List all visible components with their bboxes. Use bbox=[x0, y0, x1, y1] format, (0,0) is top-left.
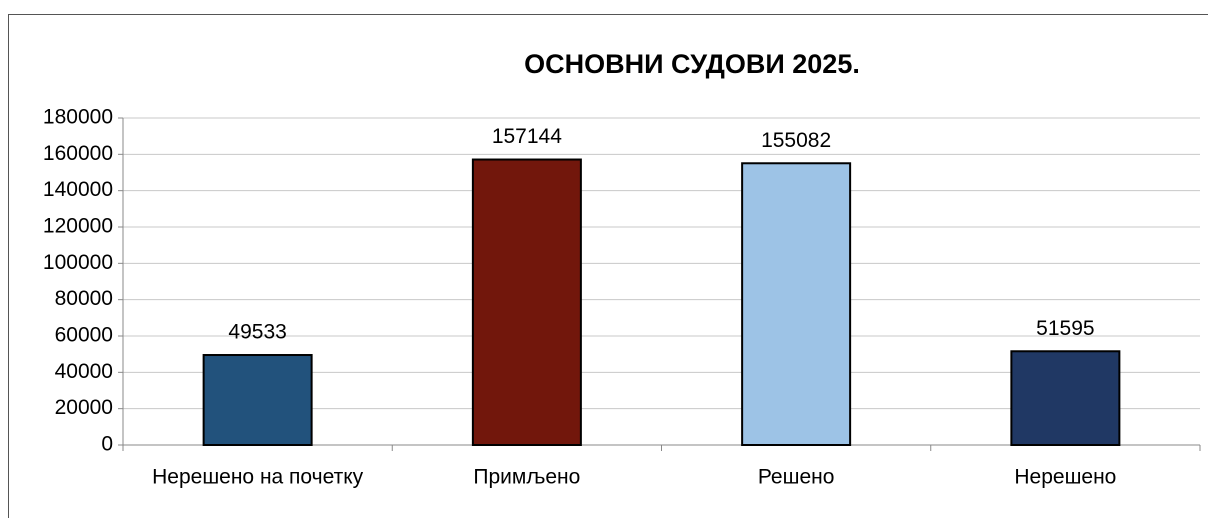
x-tick-label: Нерешено на почетку bbox=[152, 466, 364, 489]
x-tick-label: Примљено bbox=[473, 466, 580, 489]
y-tick-label: 140000 bbox=[43, 178, 113, 201]
bar bbox=[741, 162, 852, 446]
chart-title: ОСНОВНИ СУДОВИ 2025. bbox=[524, 49, 860, 79]
y-tick-label: 40000 bbox=[55, 360, 113, 383]
y-tick-label: 0 bbox=[101, 433, 113, 456]
bar bbox=[471, 158, 582, 446]
y-tick-label: 20000 bbox=[55, 396, 113, 419]
y-tick-label: 60000 bbox=[55, 324, 113, 347]
bar bbox=[1010, 350, 1121, 446]
y-tick-label: 120000 bbox=[43, 215, 113, 238]
data-label: 49533 bbox=[228, 321, 286, 344]
y-tick-label: 160000 bbox=[43, 142, 113, 165]
data-label: 51595 bbox=[1036, 317, 1094, 340]
x-tick-label: Нерешено bbox=[1014, 466, 1116, 489]
data-label: 157144 bbox=[492, 125, 562, 148]
data-label: 155082 bbox=[761, 129, 831, 152]
y-tick-label: 180000 bbox=[43, 106, 113, 129]
bar bbox=[202, 354, 313, 446]
y-tick-label: 100000 bbox=[43, 251, 113, 274]
y-tick-label: 80000 bbox=[55, 287, 113, 310]
x-tick-label: Решено bbox=[758, 466, 835, 489]
